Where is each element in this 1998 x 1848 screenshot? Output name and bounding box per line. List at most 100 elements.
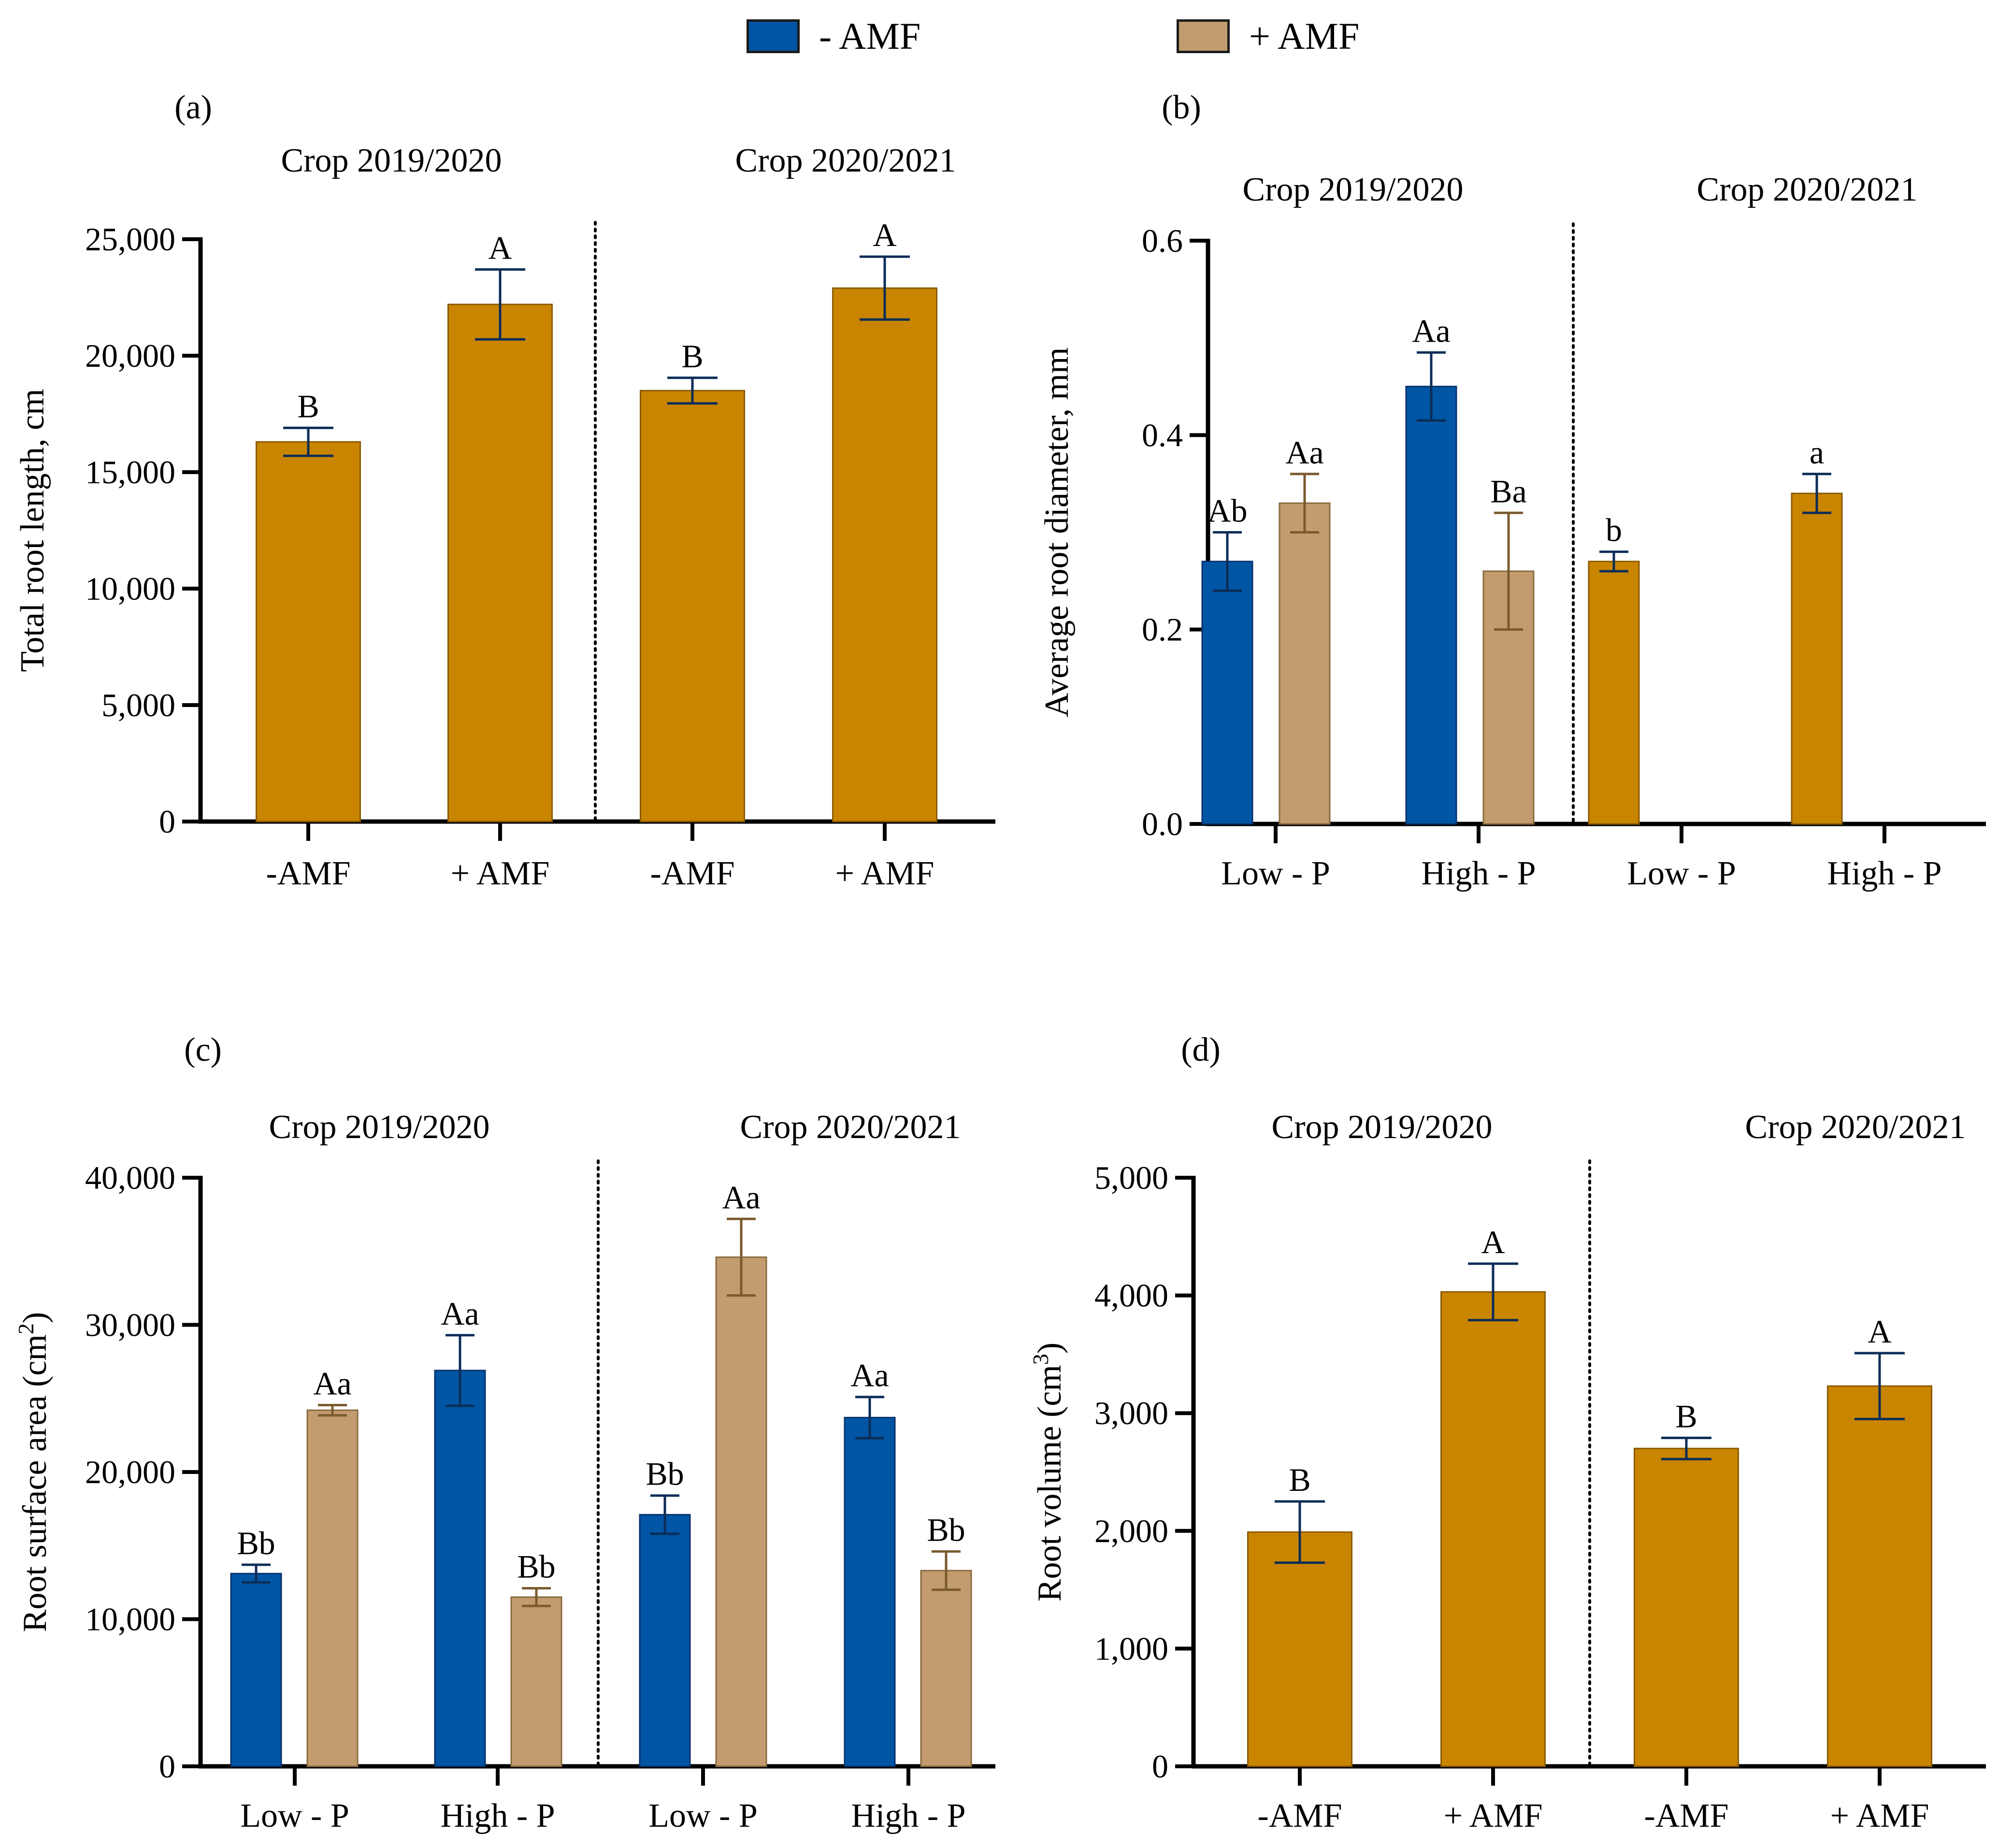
- panel-c-group-title-1: Crop 2019/2020: [269, 1109, 490, 1146]
- legend-label-plus-amf: + AMF: [1249, 15, 1360, 57]
- panel-a-y-tick-label: 0: [159, 803, 175, 840]
- panel-d-bar: [1827, 1385, 1932, 1767]
- panel-d-y-tick-label: 2,000: [1094, 1513, 1168, 1549]
- panel-c-x-tick-label: Low - P: [240, 1797, 349, 1834]
- legend-item-minus-amf: - AMF: [747, 14, 920, 58]
- panel-d-x-tick-label: + AMF: [1444, 1797, 1543, 1834]
- legend-item-plus-amf: + AMF: [1177, 14, 1359, 58]
- panel-a-group-title-1: Crop 2019/2020: [281, 142, 502, 179]
- panel-c-bar: [715, 1256, 767, 1767]
- panel-a-y-tick-label: 5,000: [101, 687, 175, 723]
- panel-c-y-tick-label: 10,000: [85, 1601, 175, 1638]
- panel-c-x-tick-label: High - P: [851, 1797, 965, 1834]
- panel-c-bar: [844, 1416, 896, 1767]
- legend-swatch-minus-amf: [747, 19, 800, 53]
- panel-a-x-tick-label: + AMF: [451, 855, 550, 892]
- panel-b-y-tick-label: 0.2: [1142, 611, 1183, 648]
- panel-c-x-tick-label: Low - P: [648, 1797, 758, 1834]
- panel-b-label: (b): [1162, 89, 1201, 126]
- panel-a-x-tick-label: -AMF: [266, 855, 350, 892]
- panel-d-bar: [1634, 1447, 1739, 1767]
- panel-d-label: (d): [1181, 1031, 1221, 1068]
- panel-c-bar: [639, 1514, 691, 1767]
- panel-a-bar: [832, 287, 937, 823]
- panel-c-bar: [306, 1409, 359, 1767]
- panel-a-x-tick-label: + AMF: [835, 855, 934, 892]
- panel-a-group-title-2: Crop 2020/2021: [735, 142, 956, 179]
- panel-d-bar: [1440, 1291, 1546, 1767]
- panel-d-bar: [1247, 1531, 1352, 1767]
- panel-d-y-tick-label: 0: [1152, 1748, 1168, 1785]
- panel-b-significance-label: Ba: [1490, 473, 1527, 509]
- panel-d-y-tick-label: 4,000: [1094, 1277, 1168, 1314]
- panel-d-y-tick-label: 3,000: [1094, 1395, 1168, 1431]
- panel-c-significance-label: Aa: [722, 1179, 760, 1215]
- panel-d-group-title-2: Crop 2020/2021: [1745, 1109, 1966, 1146]
- panel-d-x-tick-label: -AMF: [1257, 1797, 1342, 1834]
- panel-c-y-tick-label: 30,000: [85, 1307, 175, 1343]
- panel-c-significance-label: Bb: [927, 1511, 965, 1548]
- panel-b-x-tick-label: Low - P: [1221, 855, 1330, 892]
- panel-a-significance-label: A: [488, 230, 512, 266]
- panel-d-significance-label: B: [1675, 1398, 1697, 1434]
- panel-c-bar: [920, 1570, 972, 1767]
- panel-c-significance-label: Bb: [646, 1456, 684, 1492]
- panel-a-bar: [447, 303, 553, 823]
- panel-a-y-tick-label: 10,000: [85, 570, 175, 607]
- panel-c-bar: [434, 1370, 486, 1767]
- panel-b-group-title-1: Crop 2019/2020: [1243, 171, 1464, 208]
- panel-d-y-tick-label: 5,000: [1094, 1159, 1168, 1196]
- panel-b-x-tick-label: Low - P: [1627, 855, 1736, 892]
- panel-c-bar: [510, 1596, 562, 1767]
- panel-a-significance-label: B: [297, 388, 319, 424]
- panel-a-x-tick-label: -AMF: [650, 855, 734, 892]
- panel-d-significance-label: B: [1289, 1461, 1310, 1498]
- panel-c-x-tick-label: High - P: [440, 1797, 555, 1834]
- panel-c-significance-label: Bb: [237, 1525, 275, 1561]
- panel-b-bar: [1405, 386, 1457, 825]
- panel-c-label: (c): [184, 1031, 222, 1068]
- panel-b-bar: [1201, 561, 1253, 825]
- panel-b-group-title-2: Crop 2020/2021: [1697, 171, 1918, 208]
- legend-label-minus-amf: - AMF: [819, 15, 921, 57]
- panel-c-y-tick-label: 40,000: [85, 1159, 175, 1196]
- panel-c-significance-label: Aa: [313, 1365, 351, 1401]
- panel-d-x-tick-label: + AMF: [1830, 1797, 1929, 1834]
- panel-d-y-tick-label: 1,000: [1094, 1630, 1168, 1667]
- panel-b-significance-label: Aa: [1285, 434, 1323, 471]
- panel-a-significance-label: A: [873, 217, 896, 253]
- panel-c-group-title-2: Crop 2020/2021: [740, 1109, 961, 1146]
- panel-b-y-tick-label: 0.6: [1142, 222, 1183, 259]
- panel-a-y-tick-label: 15,000: [85, 454, 175, 491]
- panel-c-bar: [230, 1573, 282, 1767]
- panel-d-significance-label: A: [1481, 1224, 1505, 1260]
- panel-d-x-tick-label: -AMF: [1644, 1797, 1728, 1834]
- panel-b-x-tick-label: High - P: [1827, 855, 1941, 892]
- panel-b-bar: [1588, 561, 1640, 825]
- panel-a-significance-label: B: [681, 338, 703, 375]
- panel-c-y-tick-label: 0: [159, 1748, 175, 1785]
- panel-a-bar: [640, 390, 745, 823]
- panel-d-significance-label: A: [1868, 1313, 1891, 1350]
- panel-a-bar: [256, 441, 361, 823]
- panel-a-label: (a): [174, 89, 212, 126]
- panel-d-group-title-1: Crop 2019/2020: [1272, 1109, 1493, 1146]
- panel-c-y-axis-label: Root surface area (cm2): [14, 1312, 54, 1632]
- panel-b-bar: [1791, 492, 1843, 825]
- panel-b-significance-label: Ab: [1207, 492, 1247, 529]
- panel-b-y-axis-label: Average root diameter, mm: [1038, 347, 1076, 718]
- panel-b-bar: [1279, 502, 1331, 825]
- panel-b-y-tick-label: 0.4: [1142, 417, 1183, 453]
- panel-b-significance-label: Aa: [1412, 312, 1450, 349]
- panel-c-significance-label: Aa: [850, 1357, 889, 1394]
- panel-b-significance-label: a: [1810, 434, 1824, 471]
- panel-b-y-tick-label: 0.0: [1142, 806, 1183, 842]
- panel-c-significance-label: Bb: [517, 1548, 555, 1585]
- panel-a-y-axis-label: Total root length, cm: [14, 389, 51, 672]
- panel-b-x-tick-label: High - P: [1421, 855, 1536, 892]
- panel-a-y-tick-label: 20,000: [85, 337, 175, 374]
- panel-d-y-axis-label: Root volume (cm3): [1028, 1343, 1068, 1602]
- panel-a-y-tick-label: 25,000: [85, 221, 175, 258]
- panel-c-y-tick-label: 20,000: [85, 1454, 175, 1490]
